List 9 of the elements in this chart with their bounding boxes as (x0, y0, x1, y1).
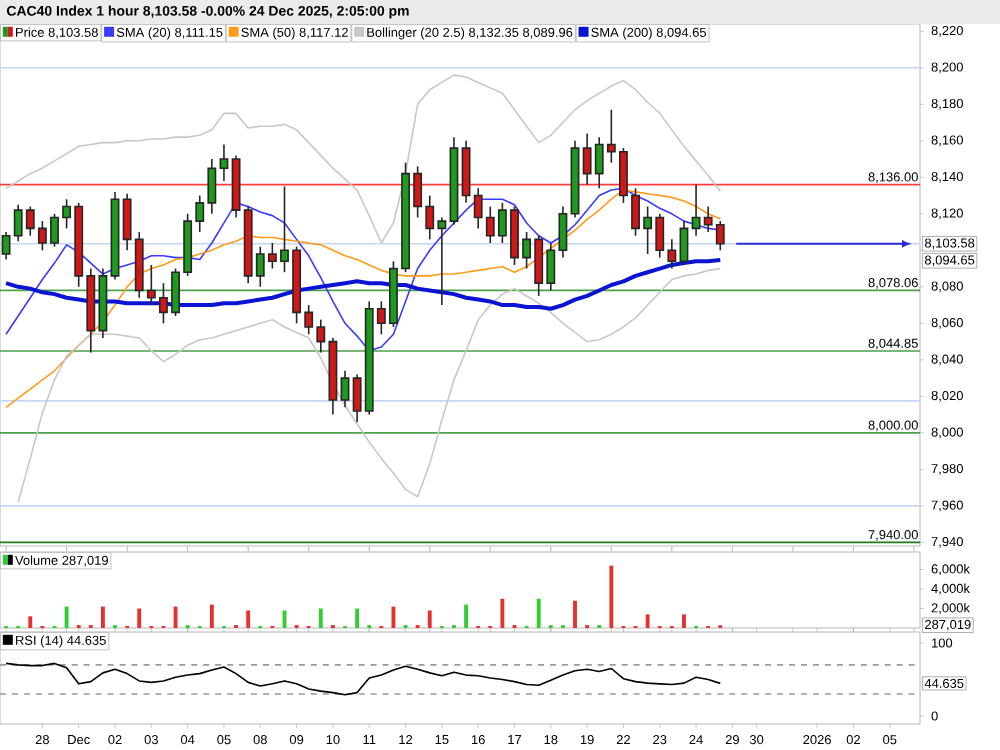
candlestick (231, 154, 241, 219)
line-series (5, 662, 722, 696)
candlestick (340, 369, 350, 409)
line-series (5, 74, 722, 244)
candlestick (449, 136, 459, 226)
candlestick (110, 191, 120, 281)
candlestick (219, 143, 229, 182)
candlestick (679, 220, 689, 266)
candlestick (461, 140, 471, 204)
